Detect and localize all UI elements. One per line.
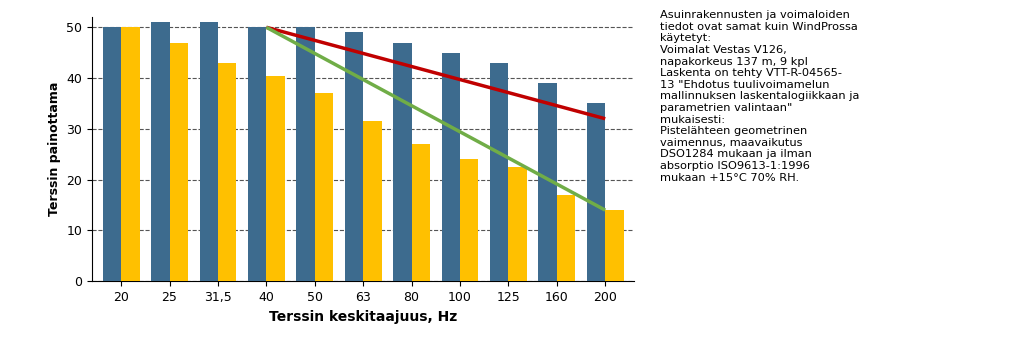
Bar: [121, 27, 139, 281]
Bar: [557, 195, 575, 281]
Bar: [218, 63, 236, 281]
Bar: [606, 210, 624, 281]
Bar: [315, 93, 333, 281]
Bar: [363, 121, 382, 281]
Bar: [393, 43, 411, 281]
Bar: [460, 159, 479, 281]
Bar: [248, 27, 266, 281]
Bar: [266, 75, 284, 281]
Bar: [508, 167, 527, 281]
Y-axis label: Terssin painottama: Terssin painottama: [48, 82, 60, 216]
Bar: [490, 63, 508, 281]
Bar: [538, 83, 557, 281]
Bar: [170, 43, 188, 281]
Bar: [297, 27, 315, 281]
X-axis label: Terssin keskitaajuus, Hz: Terssin keskitaajuus, Hz: [269, 309, 457, 323]
Bar: [102, 27, 121, 281]
Bar: [411, 144, 430, 281]
Bar: [151, 22, 170, 281]
Text: Asuinrakennusten ja voimaloiden
tiedot ovat samat kuin WindProssa
käytetyt:
Voim: Asuinrakennusten ja voimaloiden tiedot o…: [660, 10, 859, 183]
Bar: [587, 104, 606, 281]
Bar: [345, 32, 363, 281]
Bar: [199, 22, 218, 281]
Bar: [442, 53, 460, 281]
